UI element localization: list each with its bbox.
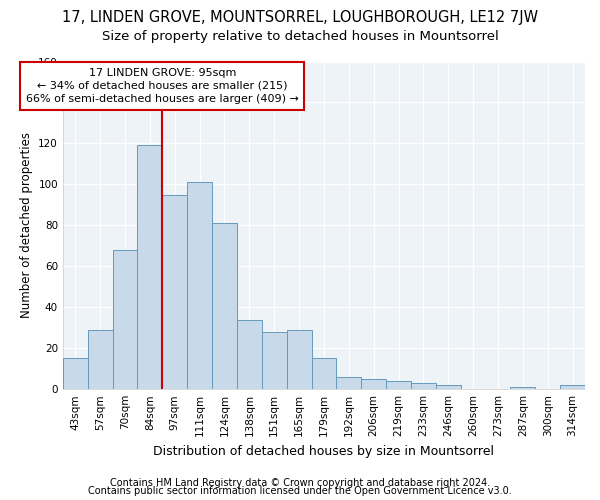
Y-axis label: Number of detached properties: Number of detached properties [20,132,32,318]
Bar [511,387,535,389]
Bar [113,250,137,389]
Text: Size of property relative to detached houses in Mountsorrel: Size of property relative to detached ho… [101,30,499,43]
Bar [237,320,262,389]
Bar [137,146,163,389]
Bar [311,358,337,389]
Text: Contains HM Land Registry data © Crown copyright and database right 2024.: Contains HM Land Registry data © Crown c… [110,478,490,488]
Bar [163,194,187,389]
Bar [88,330,113,389]
Bar [262,332,287,389]
Bar [337,377,361,389]
X-axis label: Distribution of detached houses by size in Mountsorrel: Distribution of detached houses by size … [154,444,494,458]
Bar [212,224,237,389]
Bar [63,358,88,389]
Bar [361,379,386,389]
Text: 17 LINDEN GROVE: 95sqm
← 34% of detached houses are smaller (215)
66% of semi-de: 17 LINDEN GROVE: 95sqm ← 34% of detached… [26,68,299,104]
Text: 17, LINDEN GROVE, MOUNTSORREL, LOUGHBOROUGH, LE12 7JW: 17, LINDEN GROVE, MOUNTSORREL, LOUGHBORO… [62,10,538,25]
Bar [187,182,212,389]
Bar [411,383,436,389]
Bar [386,381,411,389]
Bar [560,385,585,389]
Bar [287,330,311,389]
Bar [436,385,461,389]
Text: Contains public sector information licensed under the Open Government Licence v3: Contains public sector information licen… [88,486,512,496]
